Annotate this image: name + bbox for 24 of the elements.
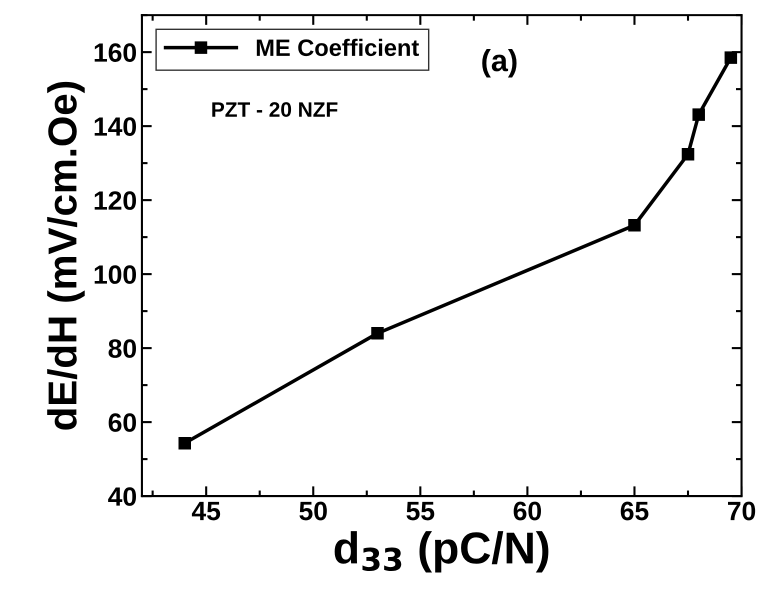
annotation: PZT - 20 NZF	[212, 102, 338, 117]
y-tick-label: 120	[94, 191, 136, 210]
x-tick-label: 60	[514, 502, 541, 520]
point	[371, 327, 384, 340]
x-tick-label: 45	[192, 502, 220, 520]
y-tick-label: 60	[108, 413, 136, 432]
x-axis-title: d$_{33}$ (pC/N)	[334, 531, 548, 573]
x-tick-label: 65	[620, 502, 648, 520]
point	[724, 51, 738, 64]
annotation: (a)	[482, 48, 517, 78]
x-tick-label: 70	[728, 502, 756, 520]
point	[628, 219, 641, 232]
y-tick-label: 80	[108, 339, 136, 358]
y-tick-label: 100	[94, 265, 136, 284]
point	[178, 436, 192, 450]
point	[682, 148, 694, 160]
x-tick-label: 55	[406, 502, 434, 520]
point	[692, 108, 705, 121]
x-tick-label: 50	[299, 502, 327, 520]
y-tick-label: 160	[94, 43, 136, 62]
y-tick-label: 40	[108, 487, 136, 506]
legend-label: ME Coefficient	[256, 38, 419, 56]
y-axis-title: dE/dH (mV/cm.Oe)	[47, 82, 85, 430]
y-tick-label: 140	[94, 117, 136, 136]
